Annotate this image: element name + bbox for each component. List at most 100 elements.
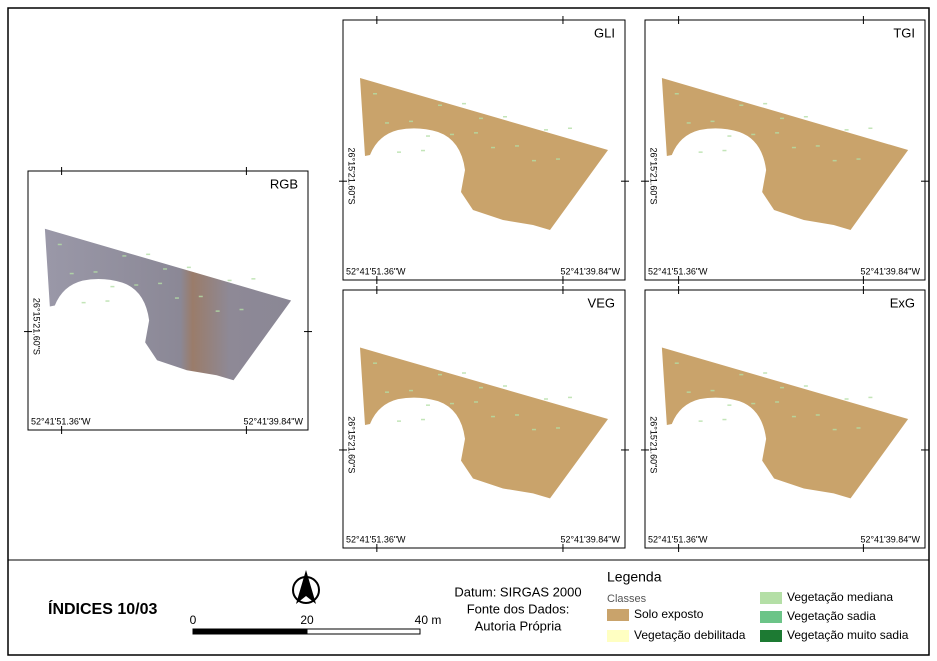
map-panel: GLI 52°41'51.36"W 52°41'39.84"W 26°15'21.60…	[339, 16, 629, 284]
vegetation-speck	[491, 416, 495, 418]
vegetation-speck	[868, 128, 872, 130]
latitude-label: 26°15'21.60"S	[347, 416, 357, 473]
vegetation-speck	[438, 374, 442, 376]
vegetation-speck	[845, 129, 849, 131]
vegetation-speck	[751, 134, 755, 136]
source-text: Autoria Própria	[475, 618, 562, 633]
vegetation-speck	[94, 271, 98, 273]
vegetation-speck	[515, 145, 519, 147]
vegetation-speck	[175, 297, 179, 299]
vegetation-speck	[775, 132, 779, 134]
vegetation-speck	[163, 268, 167, 270]
longitude-label: 52°41'39.84"W	[860, 266, 920, 276]
vegetation-speck	[450, 134, 454, 136]
vegetation-speck	[462, 103, 466, 105]
vegetation-speck	[780, 118, 784, 120]
vegetation-speck	[868, 397, 872, 399]
vegetation-speck	[556, 427, 560, 429]
vegetation-speck	[775, 401, 779, 403]
panel-title: TGI	[893, 25, 915, 40]
panel-title: VEG	[588, 295, 615, 310]
longitude-label: 52°41'51.36"W	[648, 266, 708, 276]
legend-swatch	[607, 609, 629, 621]
vegetation-speck	[409, 121, 413, 123]
vegetation-speck	[122, 255, 126, 256]
longitude-label: 52°41'51.36"W	[648, 534, 708, 544]
vegetation-speck	[134, 284, 138, 286]
vegetation-speck	[474, 401, 478, 403]
vegetation-speck	[833, 429, 837, 431]
vegetation-speck	[568, 128, 572, 130]
vegetation-speck	[450, 403, 454, 405]
vegetation-speck	[385, 391, 389, 393]
panel-title: GLI	[594, 25, 615, 40]
vegetation-speck	[544, 129, 548, 131]
vegetation-speck	[70, 273, 74, 275]
vegetation-speck	[856, 427, 860, 429]
longitude-label: 52°41'39.84"W	[560, 266, 620, 276]
vegetation-speck	[479, 118, 483, 120]
legend-title: Legenda	[607, 569, 662, 585]
vegetation-speck	[397, 420, 401, 422]
vegetation-speck	[216, 310, 220, 312]
legend-swatch	[760, 611, 782, 623]
vegetation-speck	[462, 372, 466, 374]
vegetation-speck	[397, 151, 401, 153]
legend: Solo exposto Vegetação debilitada Vegetaçã…	[607, 590, 909, 642]
vegetation-speck	[187, 267, 191, 269]
panel-title: ExG	[890, 295, 915, 310]
vegetation-speck	[199, 296, 203, 298]
vegetation-speck	[373, 93, 377, 95]
vegetation-speck	[763, 103, 767, 105]
vegetation-speck	[532, 429, 536, 431]
vegetation-speck	[105, 300, 109, 302]
vegetation-speck	[722, 150, 726, 152]
longitude-label: 52°41'39.84"W	[243, 416, 303, 426]
vegetation-speck	[503, 116, 507, 118]
vegetation-speck	[373, 362, 377, 364]
legend-label: Vegetação sadia	[787, 609, 876, 623]
vegetation-speck	[687, 391, 691, 393]
vegetation-speck	[711, 390, 715, 392]
vegetation-speck	[780, 387, 784, 389]
vegetation-speck	[833, 160, 837, 162]
vegetation-speck	[727, 404, 731, 406]
scale-label: 40 m	[415, 613, 442, 627]
vegetation-speck	[722, 419, 726, 421]
vegetation-speck	[845, 398, 849, 400]
vegetation-speck	[792, 416, 796, 418]
map-layout: RGB52°41'51.36"W52°41'39.84"W26°15'21.60…	[0, 0, 937, 661]
longitude-label: 52°41'51.36"W	[31, 416, 91, 426]
longitude-label: 52°41'51.36"W	[346, 534, 406, 544]
vegetation-speck	[687, 122, 691, 124]
latitude-label: 26°15'21.60"S	[347, 147, 357, 204]
legend-label: Vegetação debilitada	[634, 628, 746, 642]
longitude-label: 52°41'51.36"W	[346, 266, 406, 276]
latitude-label: 26°15'21.60"S	[649, 147, 659, 204]
vegetation-speck	[804, 116, 808, 118]
scale-bar	[193, 629, 420, 634]
legend-swatch	[760, 592, 782, 604]
vegetation-speck	[816, 145, 820, 147]
vegetation-speck	[792, 147, 796, 149]
legend-swatch	[760, 630, 782, 642]
legend-swatch	[607, 630, 629, 642]
latitude-label: 26°15'21.60"S	[32, 298, 42, 355]
scale-label: 20	[300, 613, 314, 627]
vegetation-speck	[228, 280, 232, 282]
legend-label: Solo exposto	[634, 607, 704, 621]
vegetation-speck	[804, 385, 808, 387]
vegetation-speck	[699, 151, 703, 153]
vegetation-speck	[675, 93, 679, 95]
vegetation-speck	[739, 105, 743, 107]
vegetation-speck	[158, 283, 162, 285]
vegetation-speck	[426, 135, 430, 137]
vegetation-speck	[474, 132, 478, 134]
vegetation-speck	[739, 374, 743, 376]
vegetation-speck	[711, 121, 715, 123]
vegetation-speck	[751, 403, 755, 405]
longitude-label: 52°41'39.84"W	[560, 534, 620, 544]
vegetation-speck	[503, 385, 507, 387]
